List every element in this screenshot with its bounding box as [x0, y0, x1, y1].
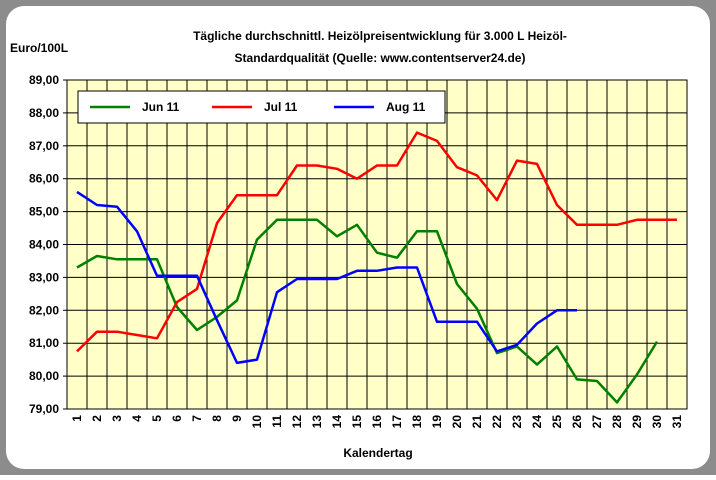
- x-tick-label: 24: [530, 415, 544, 429]
- x-tick-label: 10: [250, 415, 264, 429]
- y-tick-label: 83,00: [29, 270, 59, 284]
- x-tick-label: 20: [450, 415, 464, 429]
- x-tick-label: 26: [570, 415, 584, 429]
- y-tick-label: 79,00: [29, 402, 59, 416]
- y-tick-label: 84,00: [29, 238, 59, 252]
- x-tick-label: 22: [490, 415, 504, 429]
- x-axis-title: Kalendertag: [343, 446, 412, 460]
- x-tick-label: 11: [270, 415, 284, 428]
- y-tick-label: 89,00: [29, 73, 59, 87]
- y-tick-label: 87,00: [29, 139, 59, 153]
- x-tick-label: 3: [110, 415, 124, 422]
- x-tick-label: 9: [230, 415, 244, 422]
- series-line: [76, 218, 659, 404]
- series-line: [76, 131, 677, 353]
- y-tick-label: 82,00: [29, 303, 59, 317]
- x-tick-label: 27: [590, 415, 604, 429]
- x-tick-label: 8: [210, 415, 224, 422]
- x-tick-label: 1: [70, 415, 84, 422]
- x-tick-label: 7: [190, 415, 204, 422]
- x-tick-label: 31: [670, 415, 684, 429]
- x-tick-label: 19: [430, 415, 444, 429]
- legend-label: Jul 11: [264, 100, 298, 114]
- y-tick-label: 86,00: [29, 172, 59, 186]
- legend-label: Aug 11: [386, 100, 426, 114]
- x-tick-label: 25: [550, 415, 564, 429]
- x-tick-label: 4: [130, 415, 144, 422]
- chart-title: Standardqualität (Quelle: www.contentser…: [235, 51, 526, 65]
- x-tick-label: 18: [410, 415, 424, 429]
- y-tick-label: 81,00: [29, 336, 59, 350]
- x-tick-label: 21: [470, 415, 484, 429]
- legend: [77, 90, 446, 124]
- y-tick-label: 85,00: [29, 205, 59, 219]
- x-tick-label: 16: [370, 415, 384, 429]
- x-tick-label: 29: [630, 415, 644, 429]
- x-tick-label: 23: [510, 415, 524, 429]
- x-tick-label: 5: [150, 415, 164, 422]
- series-line: [76, 190, 577, 365]
- x-tick-label: 2: [90, 415, 104, 422]
- x-tick-label: 17: [390, 415, 404, 429]
- y-tick-label: 80,00: [29, 369, 59, 383]
- x-tick-label: 12: [290, 415, 304, 429]
- x-tick-label: 15: [350, 415, 364, 429]
- y-axis-title: Euro/100L: [10, 41, 68, 55]
- x-tick-label: 30: [650, 415, 664, 429]
- legend-label: Jun 11: [142, 100, 180, 114]
- x-tick-label: 28: [610, 415, 624, 429]
- x-tick-label: 14: [330, 415, 344, 429]
- x-tick-label: 6: [170, 415, 184, 422]
- x-tick-label: 13: [310, 415, 324, 429]
- chart-title: Tägliche durchschnittl. Heizölpreisentwi…: [193, 29, 567, 43]
- y-tick-label: 88,00: [29, 106, 59, 120]
